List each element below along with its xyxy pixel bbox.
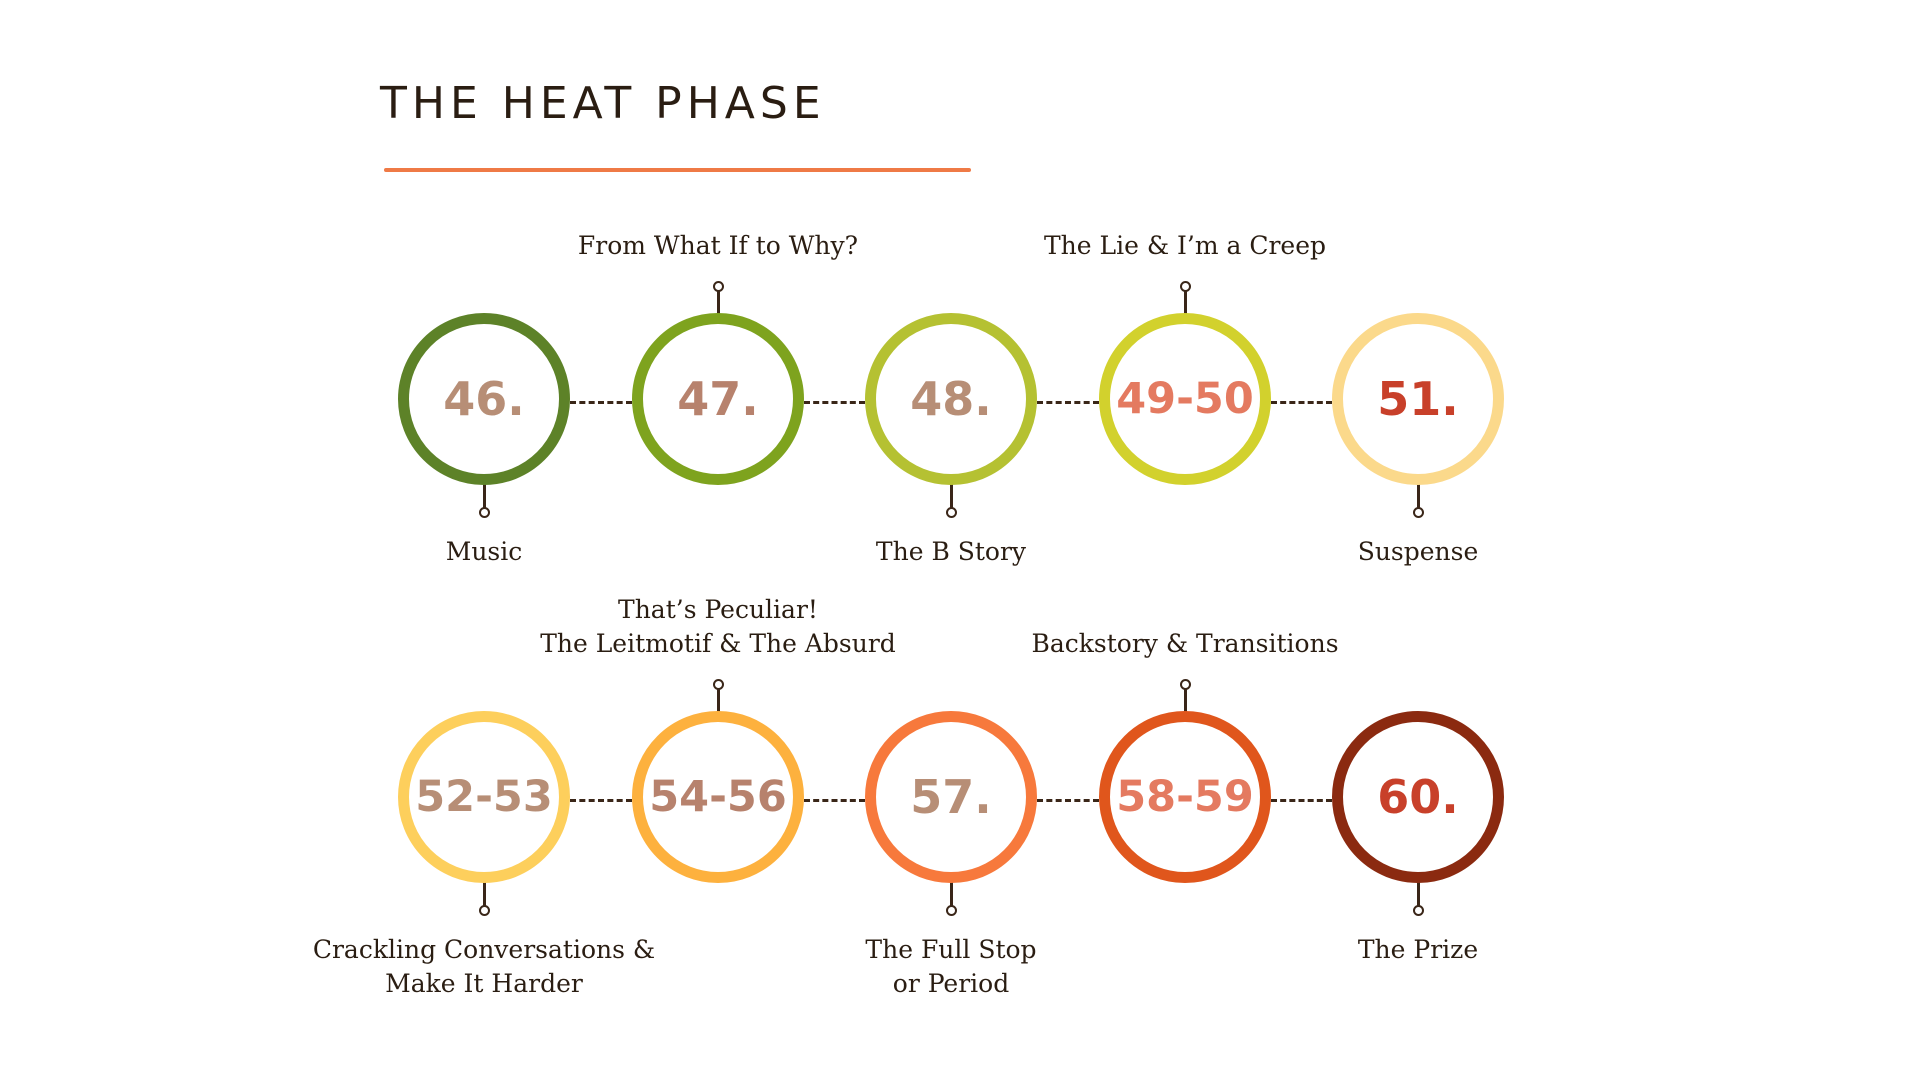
node-number: 57. — [910, 770, 992, 824]
timeline-node: 58-59 — [1099, 711, 1271, 883]
node-number: 49-50 — [1116, 374, 1254, 424]
title-underline — [384, 168, 971, 172]
node-pin — [478, 905, 490, 916]
node-number: 58-59 — [1116, 772, 1254, 822]
node-stem — [717, 685, 720, 715]
connector-line — [1037, 401, 1099, 404]
node-number: 54-56 — [649, 772, 787, 822]
node-label: Crackling Conversations & Make It Harder — [312, 935, 656, 998]
node-label: The B Story — [875, 537, 1027, 566]
node-number: 48. — [910, 372, 992, 426]
connector-line — [804, 799, 865, 802]
connector-line — [1037, 799, 1099, 802]
timeline-node: 46. — [398, 313, 570, 485]
node-label: Backstory & Transitions — [1031, 629, 1339, 658]
timeline-node: 48. — [865, 313, 1037, 485]
timeline-node: 60. — [1332, 711, 1504, 883]
node-pin — [1412, 507, 1424, 518]
connector-line — [804, 401, 865, 404]
node-label: The Lie & I’m a Creep — [1043, 231, 1327, 260]
node-number: 47. — [677, 372, 759, 426]
node-label: The Full Stop or Period — [865, 935, 1037, 998]
connector-line — [1271, 401, 1332, 404]
node-pin — [945, 507, 957, 518]
connector-line — [570, 799, 632, 802]
connector-line — [1271, 799, 1332, 802]
timeline-node: 49-50 — [1099, 313, 1271, 485]
connector-line — [570, 401, 632, 404]
node-stem — [483, 879, 486, 909]
timeline-node: 47. — [632, 313, 804, 485]
node-pin — [712, 281, 724, 292]
node-label: Music — [445, 537, 523, 566]
node-pin — [1412, 905, 1424, 916]
node-stem — [950, 481, 953, 511]
node-number: 51. — [1377, 372, 1459, 426]
timeline-node: 57. — [865, 711, 1037, 883]
timeline-node: 51. — [1332, 313, 1504, 485]
node-pin — [478, 507, 490, 518]
node-stem — [1184, 287, 1187, 317]
node-label: That’s Peculiar! The Leitmotif & The Abs… — [540, 595, 896, 658]
node-label: From What If to Why? — [577, 231, 859, 260]
node-number: 46. — [443, 372, 525, 426]
node-number: 52-53 — [415, 772, 553, 822]
node-stem — [950, 879, 953, 909]
node-label: Suspense — [1357, 537, 1479, 566]
timeline-node: 52-53 — [398, 711, 570, 883]
timeline-node: 54-56 — [632, 711, 804, 883]
page-title: THE HEAT PHASE — [380, 78, 826, 129]
node-pin — [712, 679, 724, 690]
node-stem — [1184, 685, 1187, 715]
node-pin — [1179, 679, 1191, 690]
node-stem — [1417, 879, 1420, 909]
node-number: 60. — [1377, 770, 1459, 824]
node-pin — [945, 905, 957, 916]
node-stem — [717, 287, 720, 317]
node-stem — [1417, 481, 1420, 511]
node-pin — [1179, 281, 1191, 292]
node-stem — [483, 481, 486, 511]
node-label: The Prize — [1357, 935, 1479, 964]
